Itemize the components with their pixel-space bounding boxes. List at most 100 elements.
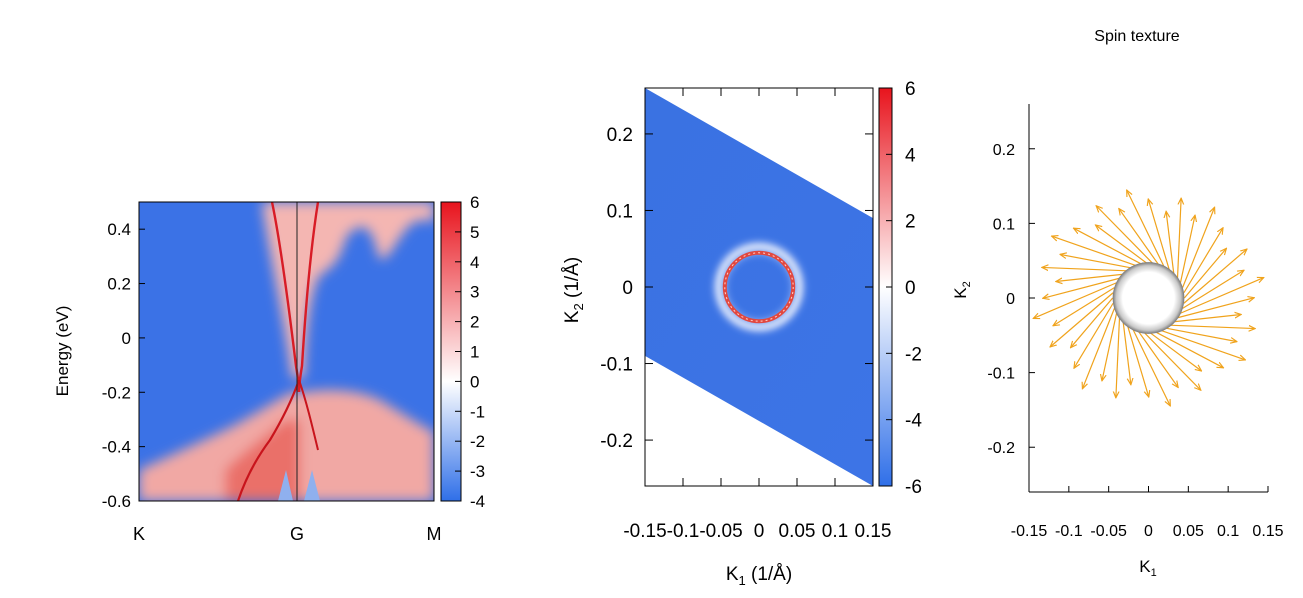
spin-arrow — [1082, 308, 1115, 388]
spin-y-tick-label: -0.1 — [987, 366, 1015, 383]
spin-arrow — [1166, 211, 1175, 275]
spin-arrow — [1122, 321, 1131, 385]
spin-arrow — [1119, 209, 1161, 267]
contour-panel: -0.2-0.100.10.2 -0.15 -0.1 -0.05 0 0.05 0.1 0.… — [562, 79, 922, 588]
spin-ring-hole — [1112, 262, 1185, 334]
spin-arrow — [1127, 190, 1166, 269]
spin-x-tick-label: -0.15 — [1011, 523, 1048, 540]
band-colorbar-tick-label: -3 — [470, 462, 485, 481]
spin-arrow — [1074, 228, 1144, 266]
spin-arrow — [1148, 331, 1202, 371]
band-y-tick-label: -0.6 — [102, 492, 131, 511]
contour-colorbar-tick-label: 0 — [905, 278, 916, 299]
contour-x-tick-label: -0.05 — [699, 521, 742, 542]
spin-texture-panel: Spin texture -0.2-0.100.10.2 -0.15 -0.1 -0… — [951, 28, 1284, 579]
spin-arrow — [1180, 278, 1263, 314]
spin-arrow — [1050, 292, 1114, 347]
band-colorbar-tick-label: 4 — [470, 253, 479, 272]
band-y-axis: -0.6 -0.4 -0.2 0 0.2 0.4 — [102, 220, 145, 511]
band-colorbar-tick-label: 1 — [470, 343, 479, 362]
spin-arrow — [1074, 302, 1114, 368]
band-colorbar-tick-label: -1 — [470, 402, 485, 421]
contour-x-label: K1 (1/Å) — [726, 564, 792, 588]
spin-y-tick-label: 0.2 — [993, 142, 1015, 159]
spin-arrow — [1052, 236, 1138, 267]
band-y-label: Energy (eV) — [53, 306, 72, 397]
band-y-tick-label: -0.4 — [102, 438, 131, 457]
contour-x-tick-label: -0.15 — [623, 521, 666, 542]
spin-title: Spin texture — [1094, 28, 1179, 45]
spin-arrows — [1033, 190, 1264, 406]
spin-arrow — [1126, 324, 1148, 397]
band-x-tick-label: K — [133, 524, 145, 544]
spin-x-label: K1 — [1139, 557, 1156, 579]
band-colorbar-tick-label: -4 — [470, 492, 485, 511]
contour-colorbar-tick-label: 4 — [905, 145, 916, 166]
spin-arrow — [1177, 298, 1255, 319]
contour-colorbar-ticks: -6 -4 -2 0 2 4 6 — [886, 79, 922, 498]
band-x-tick-label: M — [427, 524, 442, 544]
spin-y-tick-label: 0 — [1006, 291, 1015, 308]
spin-arrow — [1169, 324, 1256, 328]
contour-y-tick-label: -0.1 — [600, 355, 633, 376]
contour-ring-inner — [724, 252, 794, 322]
spin-arrow — [1183, 249, 1247, 304]
spin-arrow — [1173, 314, 1241, 323]
band-x-tick-label: G — [290, 524, 304, 544]
contour-y-tick-label: 0.1 — [607, 201, 633, 222]
band-colorbar-tick-label: 3 — [470, 283, 479, 302]
spin-arrow — [1060, 254, 1133, 269]
spin-arrow — [1116, 317, 1121, 398]
spin-arrow — [1043, 277, 1120, 298]
spin-x-tick-label: -0.05 — [1090, 523, 1127, 540]
contour-x-axis: -0.15 -0.1 -0.05 0 0.05 0.1 0.15 — [623, 88, 891, 542]
spin-arrow — [1102, 313, 1118, 381]
surface-state-lower — [236, 379, 301, 501]
band-colorbar-tick-label: -2 — [470, 432, 485, 451]
spin-arrow — [1033, 282, 1117, 319]
band-colorbar-tick-label: 0 — [470, 372, 479, 391]
spin-x-tick-label: 0.15 — [1252, 523, 1283, 540]
contour-x-tick-label: 0.1 — [822, 521, 848, 542]
band-heatmap — [139, 202, 434, 501]
spin-arrow — [1071, 297, 1114, 348]
spin-arrow — [1182, 270, 1244, 309]
contour-colorbar-tick-label: 6 — [905, 79, 916, 100]
contour-x-tick-label: -0.1 — [667, 521, 700, 542]
spin-arrow — [1183, 248, 1226, 299]
spin-x-tick-label: 0.05 — [1173, 523, 1204, 540]
band-y-tick-label: 0.4 — [107, 220, 131, 239]
contour-y-tick-label: -0.2 — [600, 431, 633, 452]
spin-arrow — [1159, 329, 1246, 360]
contour-y-tick-label: 0.2 — [607, 125, 633, 146]
band-colorbar-tick-label: 6 — [470, 193, 479, 212]
spin-y-label: K2 — [951, 281, 973, 298]
contour-colorbar-tick-label: 2 — [905, 212, 916, 233]
spin-arrow — [1148, 199, 1171, 272]
contour-y-tick-label: 0 — [622, 278, 633, 299]
spin-arrow — [1142, 330, 1201, 390]
band-y-tick-label: 0 — [122, 329, 131, 348]
spin-arrow — [1042, 267, 1128, 272]
spin-y-tick-label: -0.2 — [987, 440, 1015, 457]
spin-arrow — [1183, 228, 1223, 294]
contour-x-tick-label: 0.15 — [855, 521, 892, 542]
contour-colorbar-tick-label: -2 — [905, 344, 922, 365]
spin-x-axis: -0.15 -0.1 -0.05 0 0.05 0.1 0.15 — [1011, 486, 1284, 540]
spin-arrow — [1179, 215, 1195, 283]
contour-colorbar-tick-label: -4 — [905, 411, 922, 432]
spin-arrow — [1056, 273, 1124, 281]
contour-y-axis: -0.2 -0.1 0 0.1 0.2 — [600, 125, 873, 452]
spin-arrow — [1053, 287, 1115, 326]
spin-arrow — [1182, 207, 1215, 288]
spin-arrow — [1131, 327, 1170, 406]
contour-colorbar-tick-label: -6 — [905, 477, 922, 498]
band-y-tick-label: -0.2 — [102, 383, 131, 402]
band-colorbar-tick-label: 5 — [470, 223, 479, 242]
band-colorbar-tick-label: 2 — [470, 313, 479, 332]
spin-x-tick-label: -0.1 — [1055, 523, 1083, 540]
spin-arrow — [1136, 329, 1178, 388]
contour-y-label: K2 (1/Å) — [562, 257, 586, 323]
